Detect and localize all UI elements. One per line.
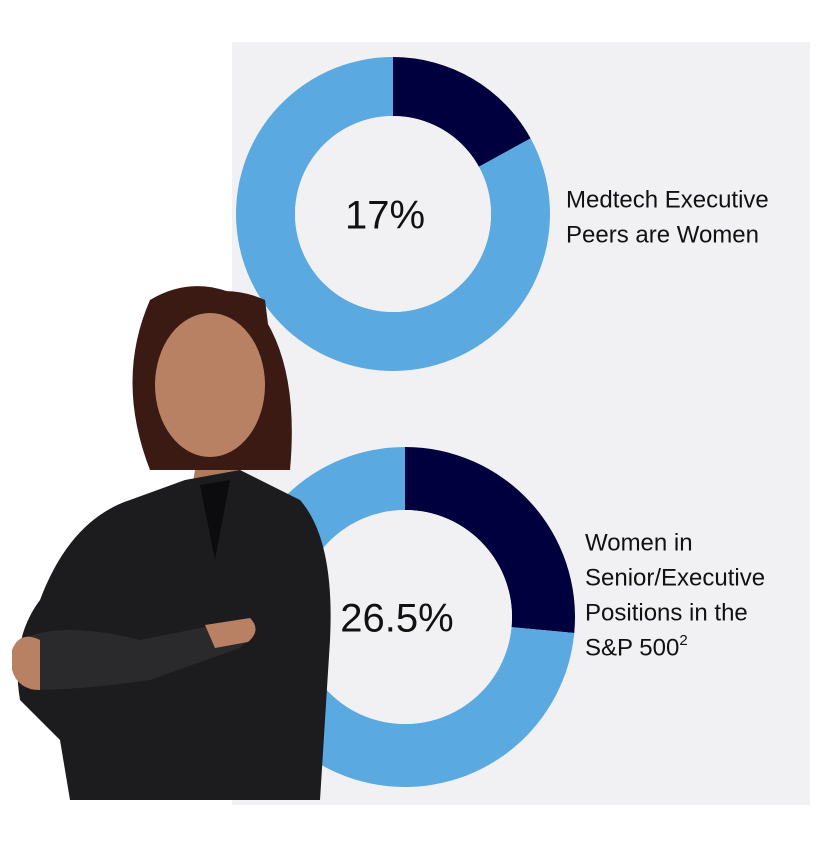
chart-label: Medtech Executive [566,186,769,213]
chart-label: Senior/Executive [585,564,765,591]
person-photo [12,286,331,800]
center-label: 17% [345,194,425,238]
donut-hole [298,510,512,724]
chart-label: Women in [585,529,693,556]
center-label: 26.5% [340,597,453,641]
chart-label: Positions in the [585,599,748,626]
donut-segment [405,447,576,633]
charts: 17% Medtech Executive Peers are Women 26.5%… [235,57,769,787]
donut-hole [295,116,491,312]
donut-segment [235,57,550,372]
footnote: 2 [679,632,687,649]
chart-label: S&P 5002 [585,632,688,661]
chart-label: Peers are Women [566,221,759,248]
donut-segment [393,57,531,167]
